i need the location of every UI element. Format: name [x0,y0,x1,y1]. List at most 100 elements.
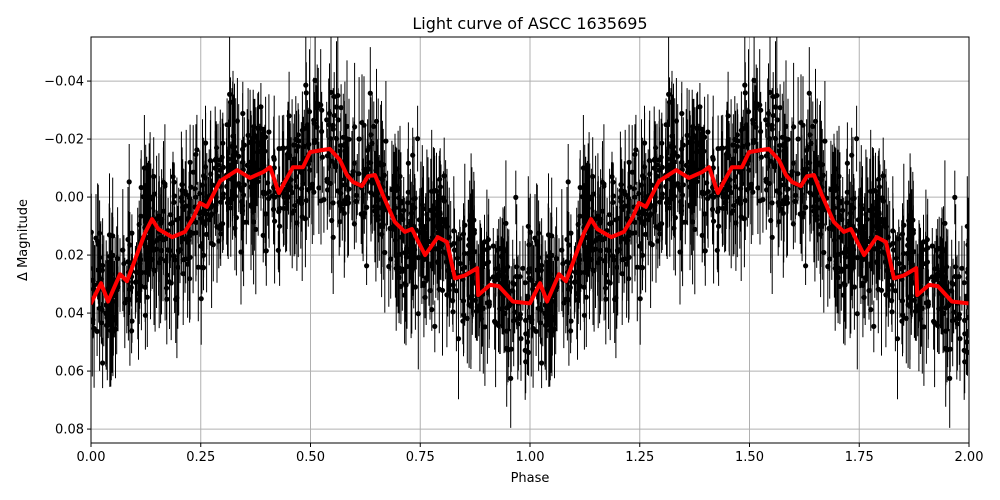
data-point [792,198,798,204]
data-point [424,211,430,218]
data-point [734,143,740,149]
data-point [834,270,840,276]
data-point [880,173,886,179]
data-point [294,148,300,154]
data-point [412,247,418,253]
data-point [733,220,739,226]
data-point [690,188,696,194]
data-point [225,168,232,174]
data-point [591,268,597,274]
data-point [586,258,593,264]
data-point [251,188,257,194]
data-point [574,291,580,297]
data-point [790,221,797,227]
data-point [469,293,475,299]
data-point [581,312,588,318]
data-point [664,156,671,162]
data-point [584,193,590,199]
data-point [152,191,158,197]
data-point [842,254,849,260]
data-point [697,125,703,131]
data-point [963,339,969,345]
data-point [814,197,821,203]
data-point [680,182,686,188]
data-point [770,112,776,119]
data-point [874,225,880,231]
data-point [280,190,287,196]
data-point [956,274,962,280]
data-point [637,243,643,249]
data-point [333,104,340,110]
data-point [371,123,377,129]
data-point [312,77,318,83]
data-point [245,132,251,138]
data-point [325,187,331,193]
data-point [862,275,868,281]
data-point [227,205,234,211]
data-point [925,276,931,282]
data-point [398,212,404,219]
data-point [169,220,176,226]
data-point [932,266,938,272]
data-point [179,182,185,188]
y-tick-label: 0.00 [55,191,84,206]
data-point [147,258,154,264]
data-point [768,158,774,164]
data-point [431,223,437,229]
data-point [861,294,867,300]
data-point [213,194,219,200]
data-point [220,195,226,201]
data-point [622,191,628,198]
data-point [590,173,596,180]
data-point [678,199,684,205]
data-point [894,336,901,342]
data-point [659,195,665,201]
data-point [959,265,965,271]
data-point [529,277,535,283]
data-point [434,259,440,265]
data-point [921,324,927,330]
data-point [258,125,264,131]
data-point [844,160,851,166]
data-point [889,298,895,304]
data-point [306,109,313,115]
data-point [431,187,437,193]
data-point [896,260,902,267]
data-point [395,270,401,276]
data-point [614,264,620,270]
data-point [610,199,616,205]
data-point [629,230,635,236]
data-point [300,181,306,187]
data-point [373,118,380,124]
data-point [407,220,413,226]
data-point [369,180,375,186]
data-point [251,219,257,225]
data-point [307,167,313,173]
data-point [279,145,285,151]
data-point [883,224,889,230]
data-point [943,328,949,334]
data-point [831,237,838,243]
data-point [835,251,842,257]
data-point [611,257,617,263]
data-point [232,193,238,199]
data-point [733,148,739,154]
data-point [730,142,736,148]
data-point [380,222,386,228]
data-point [882,217,888,223]
data-point [512,309,518,315]
data-point [239,199,245,205]
data-point [755,185,761,191]
data-point [648,240,654,246]
data-point [470,279,476,285]
data-point [941,310,947,316]
data-point [138,257,144,263]
data-point [826,225,832,232]
data-point [738,127,745,133]
data-point [815,205,821,211]
data-point [769,234,775,240]
data-point [619,271,625,277]
data-point [432,212,438,218]
data-point [808,180,814,186]
data-point [398,283,404,289]
